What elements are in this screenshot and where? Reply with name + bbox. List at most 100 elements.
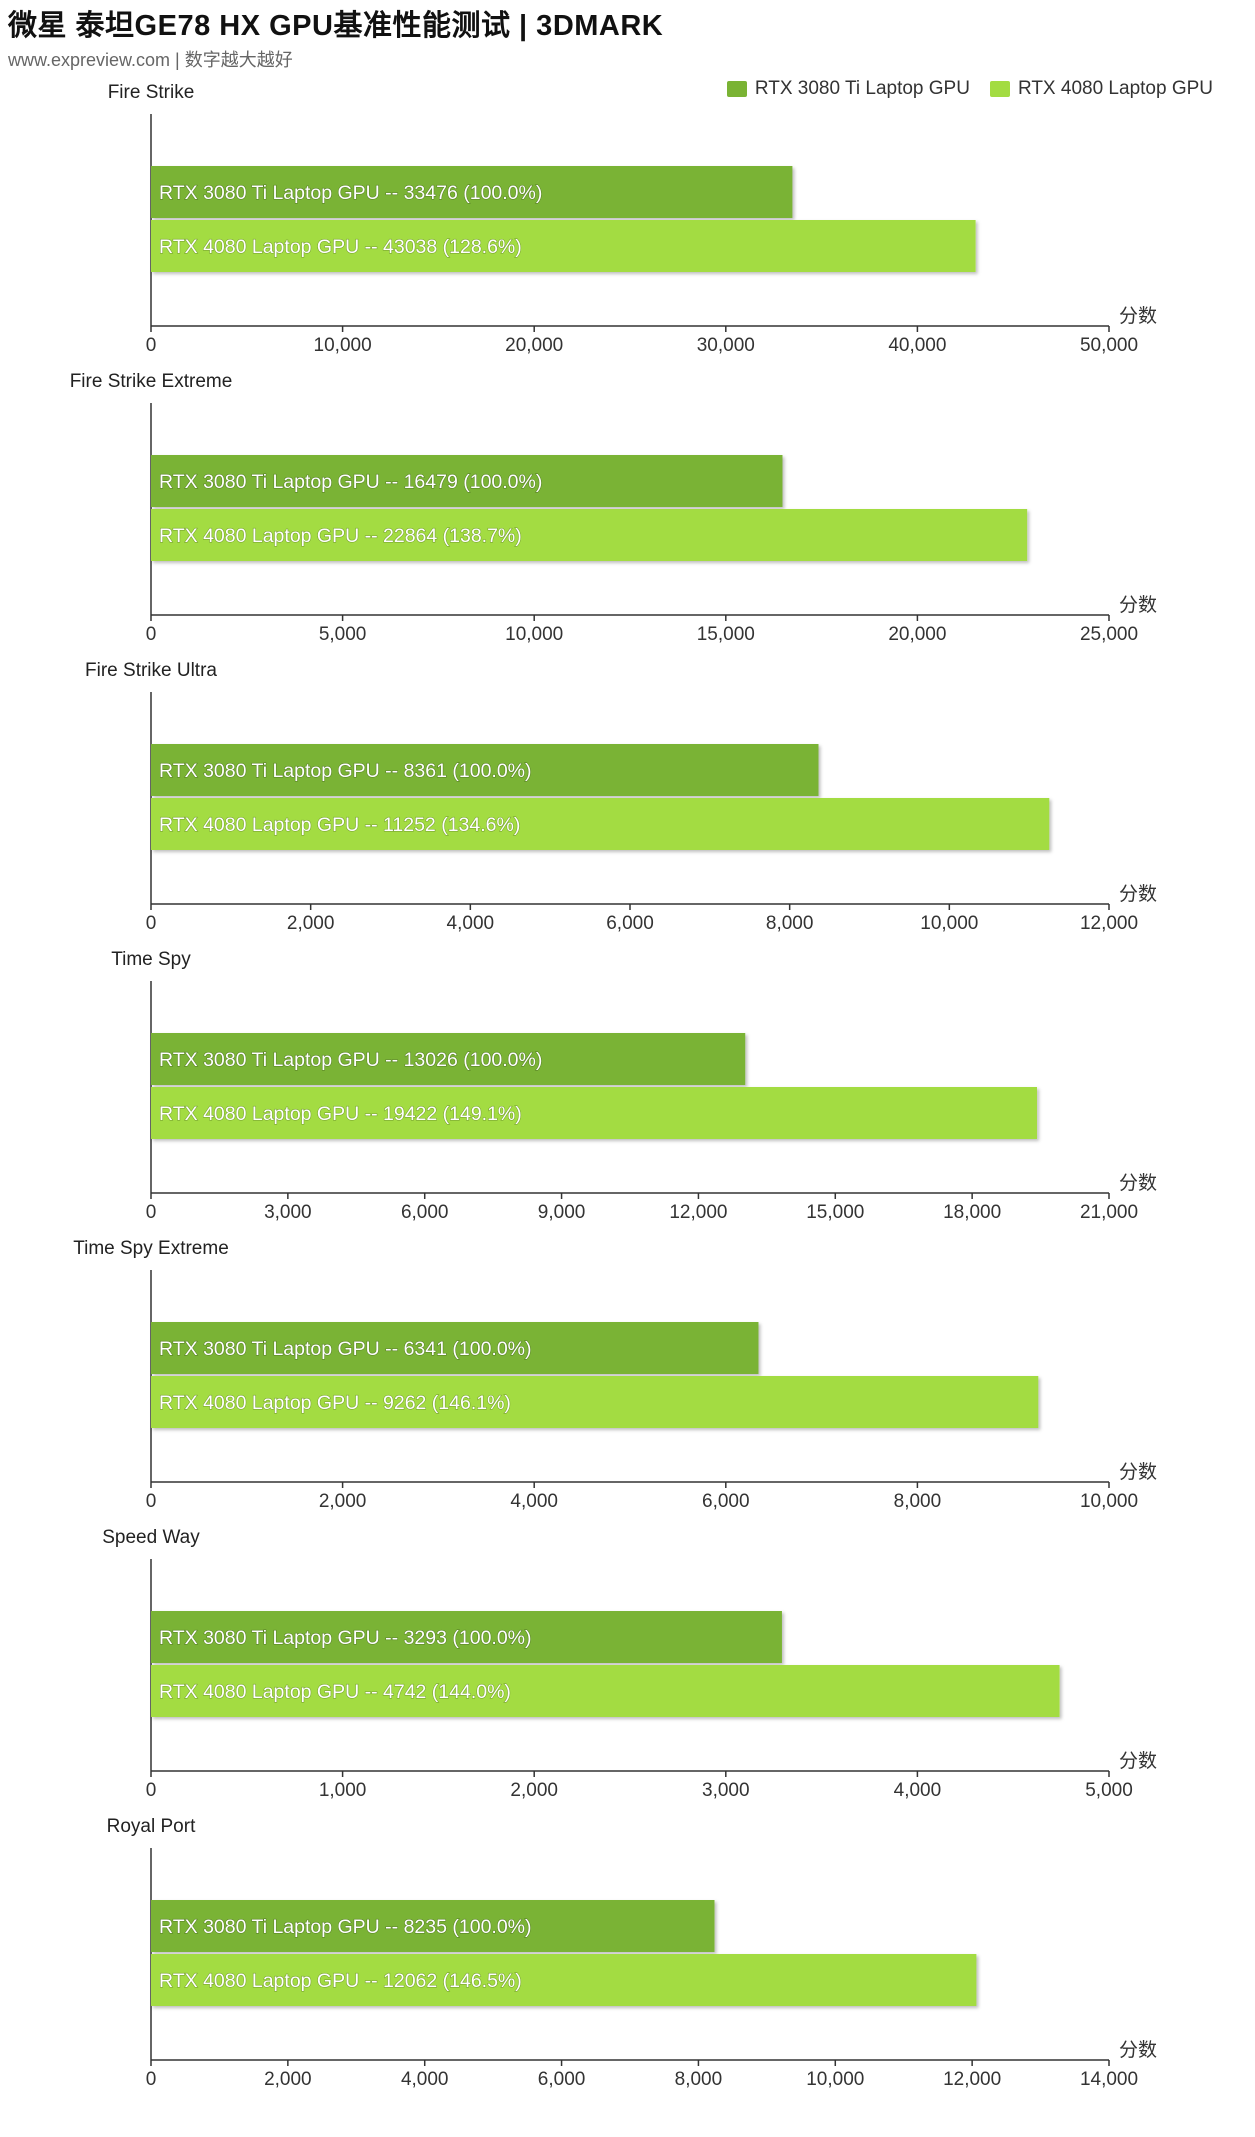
chart-5-title: Time Spy Extreme xyxy=(73,1238,229,1259)
chart-6-axis-unit: 分数 xyxy=(1119,1750,1157,1772)
chart-6-tick-label: 5,000 xyxy=(1085,1780,1133,1801)
chart-1-bar-label-3080ti: RTX 3080 Ti Laptop GPU -- 33476 (100.0%) xyxy=(159,182,542,204)
chart-1-tick-label: 40,000 xyxy=(888,335,946,356)
chart-2-tick-label: 25,000 xyxy=(1080,624,1138,645)
chart-4-tick-label: 6,000 xyxy=(401,1202,449,1223)
chart-5-tick-label: 2,000 xyxy=(319,1491,367,1512)
chart-4-tick-label: 12,000 xyxy=(669,1202,727,1223)
chart-3-tick-label: 12,000 xyxy=(1080,913,1138,934)
chart-3-bar-3080ti xyxy=(151,744,819,796)
page-title: 微星 泰坦GE78 HX GPU基准性能测试 | 3DMARK xyxy=(8,10,664,42)
chart-1-bar-label-4080: RTX 4080 Laptop GPU -- 43038 (128.6%) xyxy=(159,236,522,258)
chart-5-tick-label: 8,000 xyxy=(894,1491,942,1512)
chart-2-title: Fire Strike Extreme xyxy=(70,371,233,392)
chart-6-tick-label: 0 xyxy=(146,1780,157,1801)
chart-4-bar-3080ti xyxy=(151,1033,746,1085)
chart-1-bar-3080ti xyxy=(151,166,793,218)
chart-6-tick-label: 4,000 xyxy=(894,1780,942,1801)
chart-7-tick-label: 8,000 xyxy=(675,2069,723,2090)
chart-5-tick-label: 0 xyxy=(146,1491,157,1512)
chart-1-title: Fire Strike xyxy=(108,82,195,103)
chart-3-bar-label-4080: RTX 4080 Laptop GPU -- 11252 (134.6%) xyxy=(159,814,520,836)
chart-5-bar-4080 xyxy=(151,1376,1039,1428)
chart-1-tick-label: 50,000 xyxy=(1080,335,1138,356)
legend-swatch-3080ti xyxy=(726,81,747,97)
legend-label-4080: RTX 4080 Laptop GPU xyxy=(1017,78,1213,99)
chart-3-title: Fire Strike Ultra xyxy=(85,660,217,681)
chart-7-axis-unit: 分数 xyxy=(1119,2039,1157,2061)
chart-3-tick-label: 10,000 xyxy=(920,913,978,934)
chart-4-tick-label: 21,000 xyxy=(1080,1202,1138,1223)
chart-6-bar-label-4080: RTX 4080 Laptop GPU -- 4742 (144.0%) xyxy=(159,1681,511,1703)
chart-6-bar-3080ti xyxy=(151,1611,782,1663)
chart-7-tick-label: 12,000 xyxy=(943,2069,1001,2090)
chart-7-title: Royal Port xyxy=(107,1816,196,1837)
chart-3-bar-4080 xyxy=(151,798,1050,850)
chart-7-bar-label-3080ti: RTX 3080 Ti Laptop GPU -- 8235 (100.0%) xyxy=(159,1916,532,1938)
chart-6-title: Speed Way xyxy=(102,1527,200,1548)
chart-2-bar-label-3080ti: RTX 3080 Ti Laptop GPU -- 16479 (100.0%) xyxy=(159,471,542,493)
chart-5-tick-label: 6,000 xyxy=(702,1491,750,1512)
chart-2-axis-unit: 分数 xyxy=(1119,594,1157,616)
chart-legend: RTX 3080 Ti Laptop GPU RTX 4080 Laptop G… xyxy=(726,78,1213,100)
chart-7-tick-label: 4,000 xyxy=(401,2069,449,2090)
chart-7-tick-label: 2,000 xyxy=(264,2069,312,2090)
chart-4-bar-label-3080ti: RTX 3080 Ti Laptop GPU -- 13026 (100.0%) xyxy=(159,1049,542,1071)
chart-4-tick-label: 0 xyxy=(146,1202,157,1223)
chart-5-bar-label-3080ti: RTX 3080 Ti Laptop GPU -- 6341 (100.0%) xyxy=(159,1338,532,1360)
chart-2-tick-label: 20,000 xyxy=(888,624,946,645)
chart-7-tick-label: 14,000 xyxy=(1080,2069,1138,2090)
chart-3-bar-label-3080ti: RTX 3080 Ti Laptop GPU -- 8361 (100.0%) xyxy=(159,760,532,782)
legend-label-3080ti: RTX 3080 Ti Laptop GPU xyxy=(754,78,970,99)
chart-2-tick-label: 15,000 xyxy=(697,624,755,645)
chart-1-bar-4080 xyxy=(151,220,976,272)
chart-7-tick-label: 10,000 xyxy=(806,2069,864,2090)
chart-5-bar-3080ti xyxy=(151,1322,759,1374)
chart-2-tick-label: 10,000 xyxy=(505,624,563,645)
chart-4-bar-label-4080: RTX 4080 Laptop GPU -- 19422 (149.1%) xyxy=(159,1103,522,1125)
chart-7-bar-label-4080: RTX 4080 Laptop GPU -- 12062 (146.5%) xyxy=(159,1970,522,1992)
chart-4-tick-label: 9,000 xyxy=(538,1202,586,1223)
chart-7-bar-3080ti xyxy=(151,1900,715,1952)
chart-7-tick-label: 0 xyxy=(146,2069,157,2090)
chart-2-tick-label: 5,000 xyxy=(319,624,367,645)
chart-5-axis-unit: 分数 xyxy=(1119,1461,1157,1483)
chart-2-tick-label: 0 xyxy=(146,624,157,645)
chart-4-tick-label: 3,000 xyxy=(264,1202,312,1223)
chart-7-bar-4080 xyxy=(151,1954,977,2006)
chart-1-axis-unit: 分数 xyxy=(1119,305,1157,327)
legend-item-4080: RTX 4080 Laptop GPU xyxy=(989,78,1213,100)
chart-1-tick-label: 30,000 xyxy=(697,335,755,356)
chart-6-tick-label: 3,000 xyxy=(702,1780,750,1801)
chart-6-tick-label: 2,000 xyxy=(510,1780,558,1801)
page-header: 微星 泰坦GE78 HX GPU基准性能测试 | 3DMARK www.expr… xyxy=(8,2,663,72)
chart-6-bar-label-3080ti: RTX 3080 Ti Laptop GPU -- 3293 (100.0%) xyxy=(159,1627,532,1649)
chart-3-tick-label: 8,000 xyxy=(766,913,814,934)
legend-item-3080ti: RTX 3080 Ti Laptop GPU xyxy=(726,78,970,100)
chart-2-bar-label-4080: RTX 4080 Laptop GPU -- 22864 (138.7%) xyxy=(159,525,522,547)
chart-4-bar-4080 xyxy=(151,1087,1038,1139)
legend-swatch-4080 xyxy=(989,81,1010,97)
chart-3-tick-label: 2,000 xyxy=(287,913,335,934)
chart-4-axis-unit: 分数 xyxy=(1119,1172,1157,1194)
chart-6-tick-label: 1,000 xyxy=(319,1780,367,1801)
chart-5-bar-label-4080: RTX 4080 Laptop GPU -- 9262 (146.1%) xyxy=(159,1392,511,1414)
chart-4-tick-label: 15,000 xyxy=(806,1202,864,1223)
chart-6-bar-4080 xyxy=(151,1665,1060,1717)
chart-3-tick-label: 6,000 xyxy=(606,913,654,934)
chart-1-tick-label: 10,000 xyxy=(314,335,372,356)
chart-3-tick-label: 0 xyxy=(146,913,157,934)
chart-2-bar-4080 xyxy=(151,509,1028,561)
chart-5-tick-label: 10,000 xyxy=(1080,1491,1138,1512)
chart-4-tick-label: 18,000 xyxy=(943,1202,1001,1223)
chart-1-tick-label: 20,000 xyxy=(505,335,563,356)
chart-7-tick-label: 6,000 xyxy=(538,2069,586,2090)
chart-3-tick-label: 4,000 xyxy=(447,913,495,934)
chart-1-tick-label: 0 xyxy=(146,335,157,356)
chart-5-tick-label: 4,000 xyxy=(510,1491,558,1512)
chart-2-bar-3080ti xyxy=(151,455,783,507)
chart-3-axis-unit: 分数 xyxy=(1119,883,1157,905)
page-subtitle: www.expreview.com | 数字越大越好 xyxy=(8,50,293,70)
chart-4-title: Time Spy xyxy=(111,949,191,970)
